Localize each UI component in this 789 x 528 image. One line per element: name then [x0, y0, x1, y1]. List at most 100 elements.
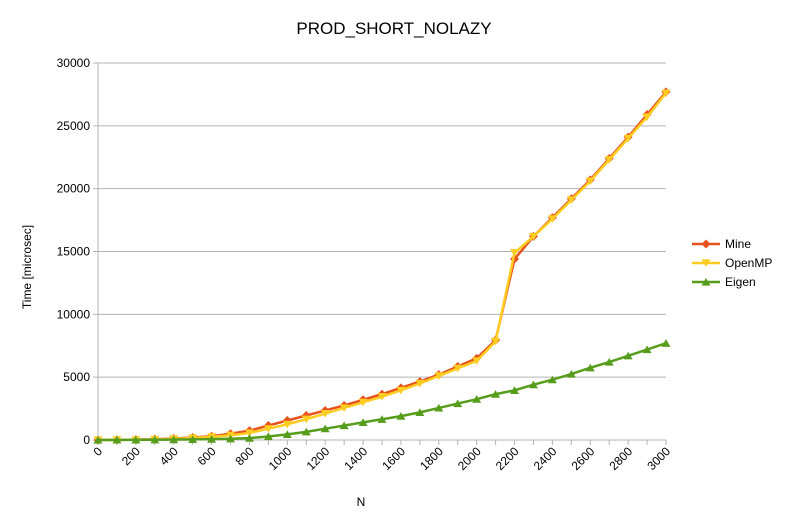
data-point-openmp — [661, 89, 671, 98]
data-point-eigen — [263, 432, 273, 441]
data-point-openmp — [282, 420, 292, 429]
data-point-openmp — [453, 364, 463, 373]
data-point-eigen — [131, 435, 141, 444]
y-tick-label: 5000 — [63, 370, 90, 384]
data-point-openmp — [263, 425, 273, 433]
data-point-openmp — [320, 410, 330, 418]
data-point-eigen — [642, 345, 652, 354]
data-point-eigen — [150, 435, 160, 444]
y-tick-label: 10000 — [57, 307, 91, 321]
data-point-eigen — [282, 430, 292, 438]
data-point-eigen — [358, 418, 368, 427]
x-tick-label: 600 — [195, 444, 219, 468]
data-point-openmp — [396, 386, 406, 395]
y-tick-label: 25000 — [57, 119, 91, 133]
series-line-openmp — [97, 92, 667, 442]
legend-label-mine: Mine — [725, 237, 751, 251]
data-point-eigen — [623, 351, 633, 360]
x-tick-label: 1000 — [266, 444, 295, 473]
legend-label-openmp: OpenMP — [725, 256, 772, 270]
x-axis-label: N — [357, 495, 366, 509]
data-point-eigen — [547, 375, 557, 384]
x-tick-label: 2600 — [569, 444, 598, 473]
x-tick-label: 3000 — [644, 444, 673, 473]
data-point-openmp — [604, 156, 614, 164]
y-tick-label: 30000 — [57, 56, 91, 70]
y-tick-label: 15000 — [57, 245, 91, 259]
x-tick-label: 0 — [90, 444, 105, 459]
data-point-eigen — [207, 435, 217, 443]
legend: Mine OpenMP Eigen — [692, 237, 772, 289]
data-point-eigen — [93, 435, 103, 444]
y-tick-label: 0 — [83, 433, 90, 447]
data-point-eigen — [434, 403, 444, 412]
x-tick-label: 2200 — [493, 444, 522, 473]
data-point-openmp — [510, 249, 520, 257]
data-point-eigen — [244, 434, 254, 442]
series-line-mine — [97, 91, 667, 442]
y-axis-label: Time [microsec] — [20, 225, 34, 309]
legend-item-eigen: Eigen — [692, 275, 756, 289]
grid — [98, 62, 666, 441]
data-point-eigen — [472, 395, 482, 403]
x-tick-label: 800 — [233, 444, 257, 468]
data-point-openmp — [358, 398, 368, 407]
x-tick-label: 1600 — [379, 444, 408, 473]
data-point-openmp — [377, 393, 387, 401]
data-point-eigen — [112, 435, 122, 444]
axes — [93, 62, 667, 445]
data-point-eigen — [301, 427, 311, 436]
x-tick-label: 1200 — [304, 444, 333, 473]
data-point-openmp — [472, 357, 482, 365]
data-point-eigen — [169, 435, 179, 444]
data-point-eigen — [510, 386, 520, 394]
x-tick-label: 1400 — [341, 444, 370, 473]
data-point-eigen — [377, 415, 387, 423]
data-point-eigen — [188, 435, 198, 443]
data-point-openmp — [528, 232, 538, 241]
data-point-openmp — [244, 429, 254, 438]
data-point-eigen — [453, 399, 463, 408]
legend-marker-openmp — [701, 259, 711, 268]
legend-marker-mine — [701, 239, 711, 249]
data-point-openmp — [585, 177, 595, 186]
x-tick-label: 2400 — [531, 444, 560, 473]
data-point-openmp — [301, 415, 311, 424]
chart-title: PROD_SHORT_NOLAZY — [296, 19, 491, 38]
data-point-eigen — [528, 380, 538, 389]
legend-marker-eigen — [701, 277, 711, 286]
series-eigen — [93, 339, 671, 444]
x-tick-label: 2800 — [606, 444, 635, 473]
legend-item-mine: Mine — [692, 237, 751, 251]
data-point-openmp — [434, 372, 444, 380]
data-point-openmp — [566, 196, 576, 205]
data-point-eigen — [415, 408, 425, 416]
data-point-openmp — [491, 337, 501, 346]
y-tick-label: 20000 — [57, 182, 91, 196]
data-point-openmp — [339, 404, 349, 413]
data-point-eigen — [604, 358, 614, 366]
data-point-eigen — [585, 363, 595, 372]
data-point-eigen — [226, 434, 236, 443]
series-mine — [93, 87, 671, 445]
tick-labels: 0 5000 10000 15000 20000 25000 30000 0 200 400 600… — [57, 56, 674, 473]
data-point-eigen — [491, 390, 501, 398]
data-point-eigen — [661, 339, 671, 347]
legend-item-openmp: OpenMP — [692, 256, 772, 270]
data-point-eigen — [396, 412, 406, 420]
plot-area — [93, 87, 671, 445]
data-point-openmp — [642, 113, 652, 122]
x-tick-label: 1800 — [417, 444, 446, 473]
x-tick-label: 400 — [157, 444, 181, 468]
x-tick-label: 200 — [119, 444, 143, 468]
data-point-openmp — [415, 379, 425, 388]
data-point-eigen — [566, 369, 576, 378]
x-tick-label: 2000 — [455, 444, 484, 473]
data-point-eigen — [320, 424, 330, 433]
data-point-openmp — [623, 134, 633, 143]
data-point-eigen — [339, 421, 349, 430]
data-point-openmp — [547, 215, 557, 223]
legend-label-eigen: Eigen — [725, 275, 756, 289]
